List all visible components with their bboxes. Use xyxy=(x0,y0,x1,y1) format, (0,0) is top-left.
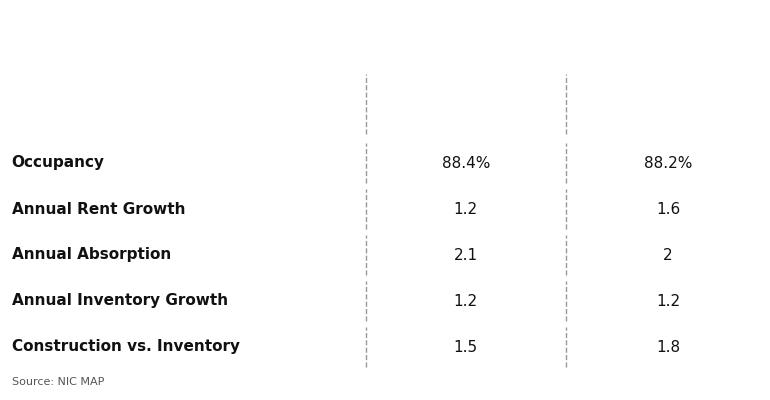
Text: 1.5: 1.5 xyxy=(454,340,478,354)
Text: Annual Rent Growth: Annual Rent Growth xyxy=(12,202,185,216)
Text: 1.6: 1.6 xyxy=(656,202,680,216)
Text: Seniors
Housing Q1 '12: Seniors Housing Q1 '12 xyxy=(401,84,531,120)
Text: Annual Absorption: Annual Absorption xyxy=(12,248,171,262)
Text: Seniors Housing & Care Key Metrics for Q1 '12: Seniors Housing & Care Key Metrics for Q… xyxy=(12,22,631,46)
Text: 88.2%: 88.2% xyxy=(644,156,692,170)
Text: Source: NIC MAP: Source: NIC MAP xyxy=(12,377,104,387)
Text: 2: 2 xyxy=(663,248,673,262)
Text: Occupancy: Occupancy xyxy=(12,156,105,170)
Text: Annual Inventory Growth: Annual Inventory Growth xyxy=(12,294,228,308)
Text: 1.8: 1.8 xyxy=(656,340,680,354)
Text: Construction vs. Inventory: Construction vs. Inventory xyxy=(12,340,239,354)
Text: 2.1: 2.1 xyxy=(454,248,478,262)
Text: 1.2: 1.2 xyxy=(656,294,680,308)
Text: 1.2: 1.2 xyxy=(454,294,478,308)
Text: 1.2: 1.2 xyxy=(454,202,478,216)
Text: Seniors
Housing Q4 '11: Seniors Housing Q4 '11 xyxy=(603,84,733,120)
Text: 88.4%: 88.4% xyxy=(442,156,490,170)
